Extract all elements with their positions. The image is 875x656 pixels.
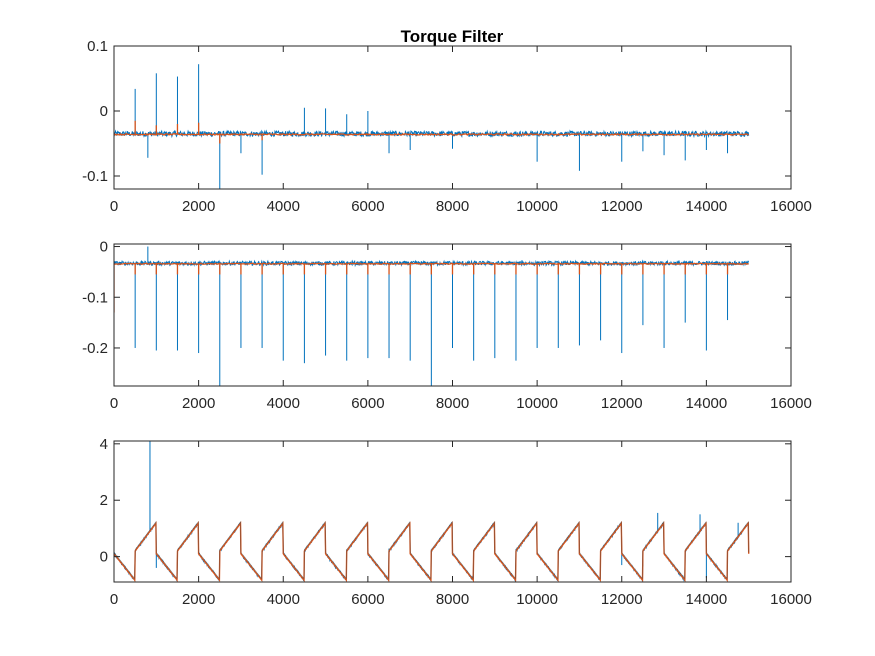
y-tick-label: -0.1: [82, 289, 108, 306]
x-tick-label: 12000: [601, 198, 643, 215]
x-tick-label: 16000: [770, 591, 812, 608]
x-tick-label: 0: [110, 395, 118, 412]
y-tick-label: 0.1: [87, 38, 108, 55]
x-tick-label: 10000: [516, 395, 558, 412]
x-tick-label: 2000: [182, 395, 215, 412]
y-tick-label: 0: [100, 103, 108, 120]
x-tick-label: 0: [110, 591, 118, 608]
x-tick-label: 8000: [436, 198, 469, 215]
figure-title: Torque Filter: [401, 27, 504, 46]
series-group: [114, 64, 750, 189]
x-tick-label: 10000: [516, 591, 558, 608]
x-tick-label: 10000: [516, 198, 558, 215]
x-tick-label: 14000: [686, 591, 728, 608]
x-tick-label: 6000: [351, 591, 384, 608]
series-filtered-line: [114, 132, 749, 136]
x-tick-label: 14000: [686, 198, 728, 215]
x-tick-label: 4000: [267, 198, 300, 215]
series-overlap-line: [114, 520, 749, 580]
x-tick-label: 16000: [770, 395, 812, 412]
x-tick-label: 12000: [601, 591, 643, 608]
x-tick-label: 8000: [436, 395, 469, 412]
y-tick-label: 2: [100, 492, 108, 509]
y-tick-label: 0: [100, 239, 108, 256]
x-tick-label: 12000: [601, 395, 643, 412]
x-tick-label: 6000: [351, 198, 384, 215]
y-tick-label: -0.1: [82, 168, 108, 185]
plot-area: [113, 440, 792, 583]
x-tick-label: 0: [110, 198, 118, 215]
series-group: [114, 441, 750, 582]
subplot-bottom: 0 2000 4000 6000 8000 10000 12000 14000 16000 0 2 4: [100, 436, 812, 608]
y-tick-label: -0.2: [82, 340, 108, 357]
x-tick-label: 2000: [182, 591, 215, 608]
x-tick-label: 16000: [770, 198, 812, 215]
y-tick-label: 0: [100, 549, 108, 566]
subplot-top: 0 2000 4000 6000 8000 10000 12000 14000 16000 -0.…: [82, 38, 812, 215]
x-tick-label: 4000: [267, 591, 300, 608]
x-tick-label: 6000: [351, 395, 384, 412]
x-tick-label: 8000: [436, 591, 469, 608]
x-tick-label: 14000: [686, 395, 728, 412]
x-tick-label: 2000: [182, 198, 215, 215]
x-tick-label: 4000: [267, 395, 300, 412]
subplot-middle: 0 2000 4000 6000 8000 10000 12000 14000 16000 -0.…: [82, 239, 812, 412]
plot-area: [113, 45, 792, 190]
y-tick-label: 4: [100, 436, 108, 453]
series-group: [114, 246, 750, 386]
